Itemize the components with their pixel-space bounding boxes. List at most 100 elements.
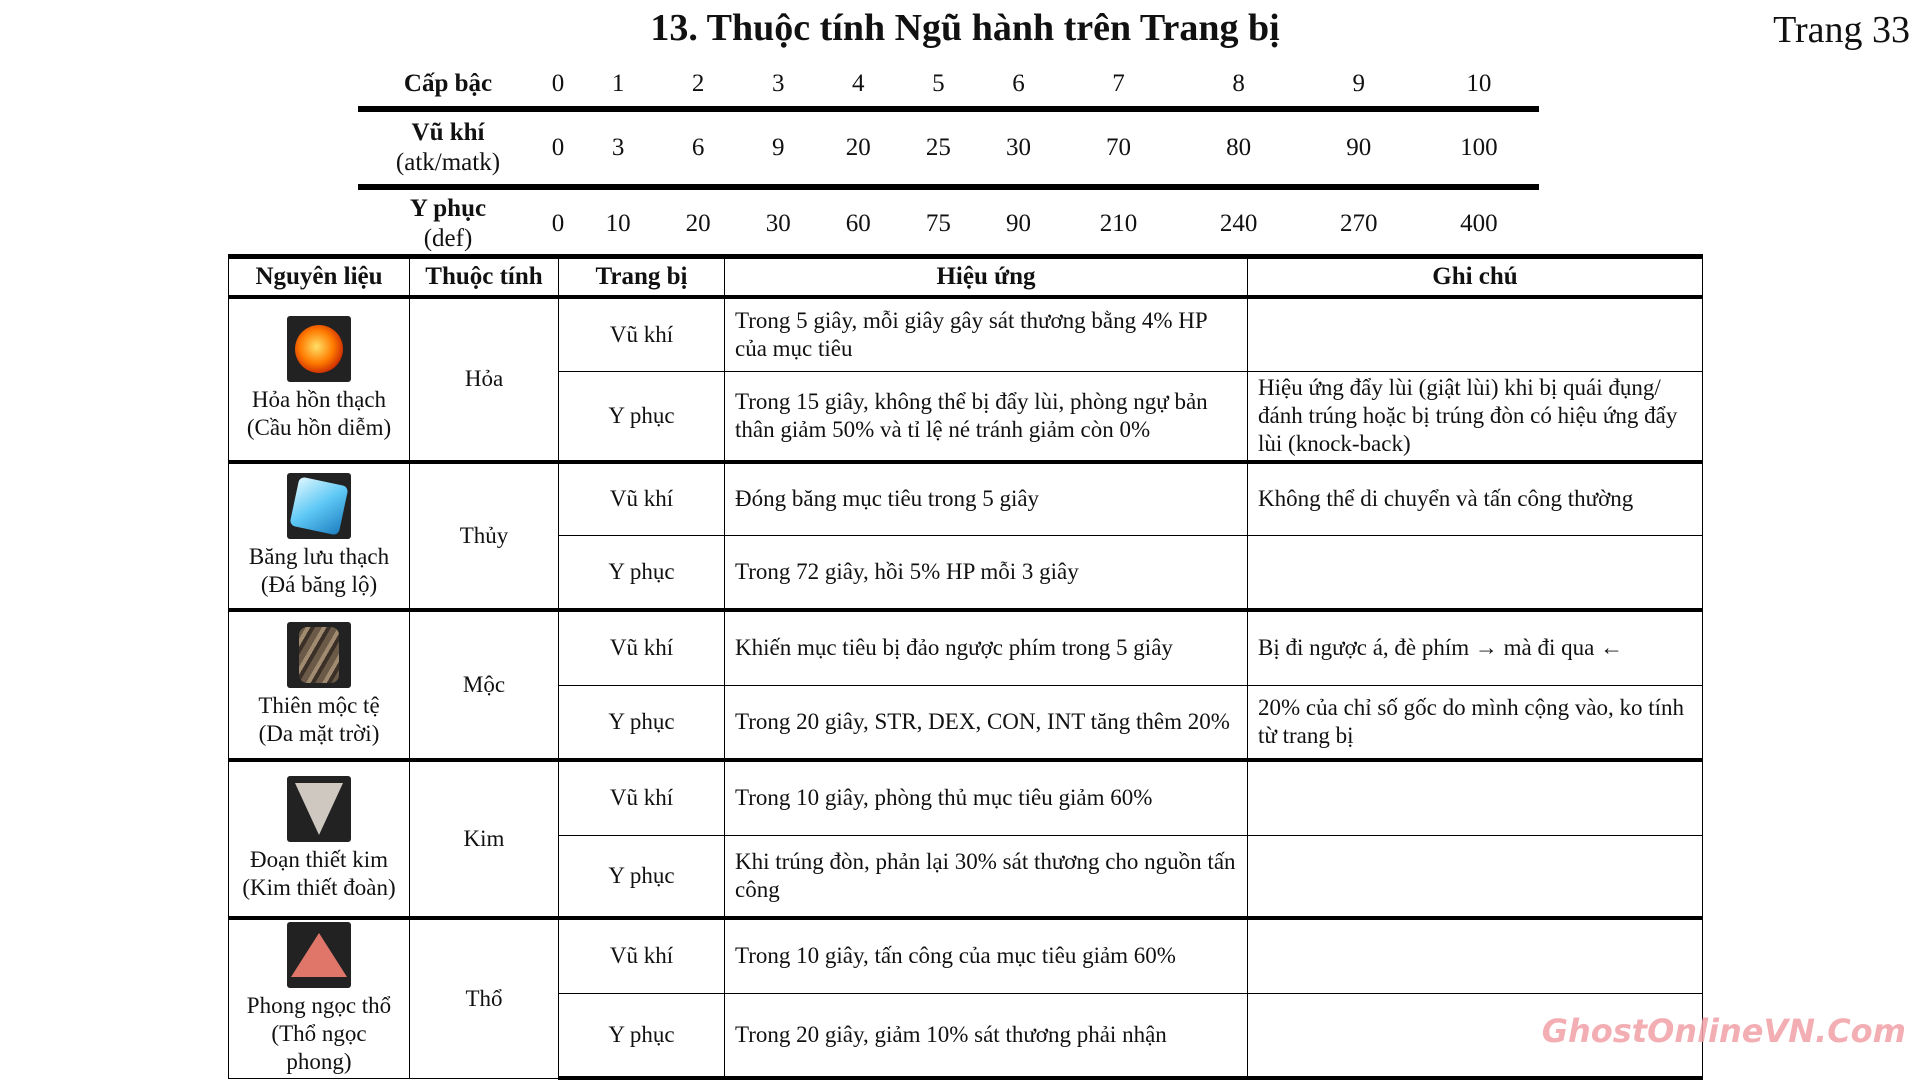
note-cell bbox=[1247, 993, 1703, 1080]
metal-shard-icon bbox=[287, 775, 351, 842]
table-row: Y phục Trong 15 giây, không thể bị đẩy lù… bbox=[229, 370, 1703, 462]
table-row: Y phục Trong 72 giây, hồi 5% HP mỗi 3 giâ… bbox=[229, 535, 1703, 610]
level-value: 6 bbox=[978, 62, 1059, 112]
equip-cell: Vũ khí bbox=[558, 459, 725, 536]
material-cell: Hỏa hồn thạch (Cầu hồn diễm) bbox=[228, 296, 410, 462]
table-row: Băng lưu thạch (Đá băng lộ) Thủy Vũ khí Đóng… bbox=[228, 459, 1703, 610]
equip-cell: Vũ khí bbox=[558, 607, 725, 686]
material-name: Đoạn thiết kim bbox=[250, 846, 388, 872]
note-cell: Bị đi ngược á, đè phím → mà đi qua ← bbox=[1247, 607, 1703, 686]
effect-cell: Trong 10 giây, phòng thủ mục tiêu giảm 6… bbox=[724, 757, 1248, 836]
table-row: Đoạn thiết kim (Kim thiết đoàn) Kim Vũ khí T… bbox=[228, 757, 1703, 918]
page-title: 13. Thuộc tính Ngũ hành trên Trang bị bbox=[650, 7, 1280, 49]
armor-label: Y phục (def) bbox=[409, 195, 487, 252]
equip-cell: Y phục bbox=[558, 535, 725, 610]
level-value: 2 bbox=[658, 62, 739, 112]
earth-gem-icon bbox=[287, 921, 351, 988]
weapon-bonus: 9 bbox=[738, 109, 819, 190]
level-value: 9 bbox=[1298, 62, 1419, 112]
armor-bonus: 0 bbox=[551, 210, 565, 237]
note-cell bbox=[1247, 835, 1703, 918]
armor-bonus: 210 bbox=[1099, 210, 1138, 237]
column-header: Thuộc tính bbox=[409, 254, 559, 299]
table-row: Y phục Trong 20 giây, giảm 10% sát thương… bbox=[229, 993, 1703, 1080]
weapon-bonus: 30 bbox=[978, 109, 1059, 190]
note-cell: Hiệu ứng đẩy lùi (giật lùi) khi bị quái … bbox=[1247, 370, 1703, 462]
level-table: Cấp bậc 0 1 2 3 4 5 6 7 8 9 10 Vũ khí (atk/matk) 0 3 6 9… bbox=[358, 62, 1539, 258]
equip-cell: Y phục bbox=[558, 835, 725, 918]
note-cell bbox=[1247, 757, 1703, 836]
note-cell bbox=[1247, 535, 1703, 610]
page-number: Trang 33 bbox=[1773, 9, 1910, 51]
armor-bonus: 20 bbox=[685, 210, 711, 237]
element-cell: Mộc bbox=[409, 607, 559, 760]
armor-bonus: 30 bbox=[765, 210, 791, 237]
level-value: 0 bbox=[538, 62, 579, 112]
effect-cell: Trong 10 giây, tấn công của mục tiêu giả… bbox=[724, 915, 1248, 995]
equip-cell: Y phục bbox=[558, 685, 725, 760]
element-cell: Thủy bbox=[409, 459, 559, 610]
note-cell: Không thể di chuyển và tấn công thường bbox=[1247, 459, 1703, 536]
effect-cell: Khiến mục tiêu bị đảo ngược phím trong 5… bbox=[724, 607, 1248, 686]
armor-bonus: 400 bbox=[1460, 210, 1498, 237]
armor-bonus: 60 bbox=[845, 210, 871, 237]
element-cell: Thổ bbox=[409, 915, 559, 1079]
material-name: Băng lưu thạch bbox=[248, 543, 390, 569]
table-row: Y phục Trong 20 giây, STR, DEX, CON, INT … bbox=[229, 685, 1703, 760]
material-name: Phong ngọc thổ bbox=[246, 992, 392, 1018]
armor-bonus: 240 bbox=[1219, 210, 1258, 237]
weapon-bonus: 0 bbox=[538, 109, 579, 190]
effect-cell: Trong 5 giây, mỗi giây gây sát thương bằ… bbox=[724, 296, 1248, 372]
element-table: Nguyên liệu Thuộc tính Trang bị Hiệu ứng Ghi… bbox=[228, 254, 1703, 1080]
effect-cell: Trong 72 giây, hồi 5% HP mỗi 3 giây bbox=[724, 535, 1248, 610]
note-cell: 20% của chỉ số gốc do mình cộng vào, ko … bbox=[1247, 685, 1703, 760]
table-row: Y phục Khi trúng đòn, phản lại 30% sát th… bbox=[229, 835, 1703, 918]
equip-cell: Y phục bbox=[558, 370, 725, 462]
equip-cell: Vũ khí bbox=[558, 757, 725, 836]
material-name: Hỏa hồn thạch bbox=[251, 387, 387, 413]
level-value: 5 bbox=[898, 62, 979, 112]
element-cell: Hỏa bbox=[409, 296, 559, 462]
material-alt-name: (Da mặt trời) bbox=[258, 720, 380, 746]
material-cell: Thiên mộc tệ (Da mặt trời) bbox=[228, 607, 410, 760]
note-cell bbox=[1247, 915, 1703, 995]
level-value: 8 bbox=[1178, 62, 1299, 112]
material-name: Thiên mộc tệ bbox=[258, 692, 380, 718]
element-cell: Kim bbox=[409, 757, 559, 918]
armor-bonus: 90 bbox=[1005, 210, 1031, 237]
weapon-bonus: 3 bbox=[578, 109, 659, 190]
equip-cell: Y phục bbox=[558, 993, 725, 1080]
effect-cell: Trong 20 giây, giảm 10% sát thương phải … bbox=[724, 993, 1248, 1080]
armor-bonus: 270 bbox=[1340, 210, 1378, 237]
equip-cell: Vũ khí bbox=[558, 296, 725, 372]
weapon-label: Vũ khí (atk/matk) bbox=[358, 109, 538, 190]
note-cell bbox=[1247, 296, 1703, 372]
material-alt-name: (Kim thiết đoàn) bbox=[242, 874, 396, 900]
effect-cell: Trong 20 giây, STR, DEX, CON, INT tăng t… bbox=[724, 685, 1248, 760]
level-value: 7 bbox=[1058, 62, 1179, 112]
column-header: Trang bị bbox=[558, 254, 725, 299]
equip-cell: Vũ khí bbox=[558, 915, 725, 995]
table-row: Hỏa hồn thạch (Cầu hồn diễm) Hỏa Vũ khí Tron… bbox=[228, 296, 1703, 462]
ice-stone-icon bbox=[287, 472, 351, 539]
weapon-bonus: 20 bbox=[818, 109, 899, 190]
material-cell: Đoạn thiết kim (Kim thiết đoàn) bbox=[228, 757, 410, 918]
material-alt-name: (Cầu hồn diễm) bbox=[246, 415, 392, 441]
material-cell: Băng lưu thạch (Đá băng lộ) bbox=[228, 459, 410, 610]
column-header: Nguyên liệu bbox=[228, 254, 410, 299]
effect-cell: Đóng băng mục tiêu trong 5 giây bbox=[724, 459, 1248, 536]
level-value: 10 bbox=[1418, 62, 1539, 112]
wood-icon bbox=[287, 621, 351, 688]
column-header: Ghi chú bbox=[1247, 254, 1703, 299]
weapon-bonus: 80 bbox=[1178, 109, 1299, 190]
weapon-bonus: 90 bbox=[1298, 109, 1419, 190]
effect-cell: Trong 15 giây, không thể bị đẩy lùi, phò… bbox=[724, 370, 1248, 462]
column-header: Hiệu ứng bbox=[724, 254, 1248, 299]
level-value: 4 bbox=[818, 62, 899, 112]
table-row: Phong ngọc thổ (Thổ ngọc phong) Thổ Vũ khí T… bbox=[228, 915, 1703, 1079]
material-alt-name: (Đá băng lộ) bbox=[260, 571, 378, 597]
armor-bonus: 75 bbox=[925, 210, 951, 237]
level-value: 1 bbox=[578, 62, 659, 112]
weapon-bonus: 25 bbox=[898, 109, 979, 190]
weapon-bonus: 70 bbox=[1058, 109, 1179, 190]
